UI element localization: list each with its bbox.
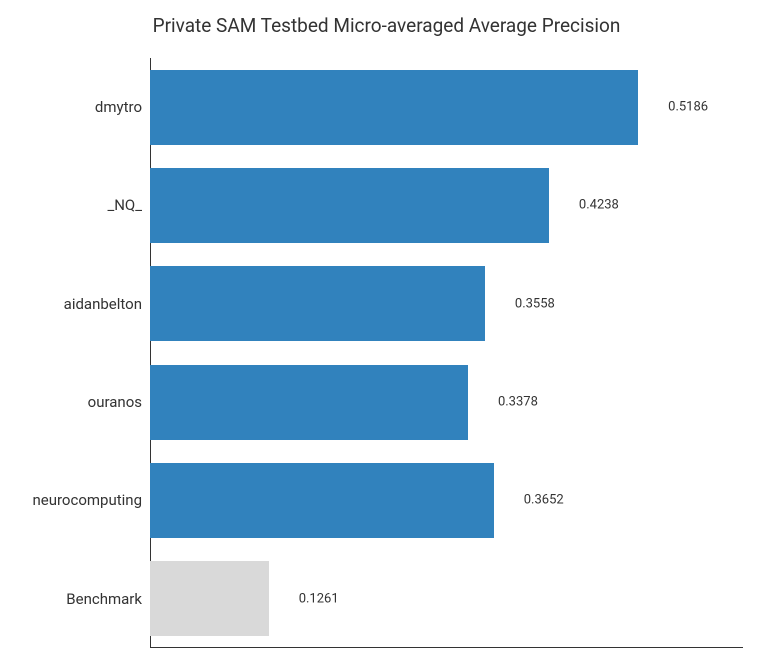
bar [150, 365, 468, 440]
y-category-label: ouranos [88, 393, 150, 411]
y-category-label: dmytro [95, 98, 150, 116]
bars-layer: dmytro0.5186_NQ_0.4238aidanbelton0.3558o… [150, 58, 743, 648]
bar-row: _NQ_0.4238 [150, 156, 743, 254]
bar [150, 168, 549, 243]
y-category-label: _NQ_ [107, 196, 150, 214]
chart-title: Private SAM Testbed Micro-averaged Avera… [0, 14, 773, 37]
y-category-label: Benchmark [66, 590, 150, 608]
bar-value-label: 0.3378 [498, 395, 538, 410]
plot-area: dmytro0.5186_NQ_0.4238aidanbelton0.3558o… [150, 58, 743, 648]
bar-value-label: 0.3558 [515, 296, 555, 311]
bar-row: ouranos0.3378 [150, 353, 743, 451]
chart-container: Private SAM Testbed Micro-averaged Avera… [0, 0, 773, 668]
bar-value-label: 0.3652 [524, 493, 564, 508]
bar [150, 463, 494, 538]
bar [150, 266, 485, 341]
bar-value-label: 0.1261 [299, 591, 339, 606]
bar-row: Benchmark0.1261 [150, 550, 743, 648]
y-category-label: aidanbelton [64, 295, 150, 313]
bar [150, 70, 638, 145]
bar-value-label: 0.5186 [668, 100, 708, 115]
y-category-label: neurocomputing [32, 491, 150, 509]
bar-row: aidanbelton0.3558 [150, 255, 743, 353]
bar-value-label: 0.4238 [579, 198, 619, 213]
bar-row: dmytro0.5186 [150, 58, 743, 156]
bar [150, 561, 269, 636]
bar-row: neurocomputing0.3652 [150, 451, 743, 549]
